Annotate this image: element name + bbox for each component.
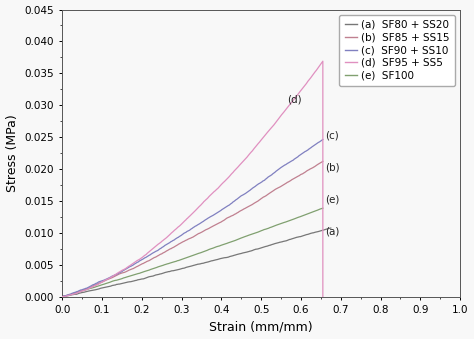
Text: (a): (a) — [325, 226, 339, 236]
Y-axis label: Stress (MPa): Stress (MPa) — [6, 114, 18, 192]
Text: (e): (e) — [325, 194, 339, 204]
Text: (d): (d) — [287, 94, 301, 104]
Legend: (a)  SF80 + SS20, (b)  SF85 + SS15, (c)  SF90 + SS10, (d)  SF95 + SS5, (e)  SF10: (a) SF80 + SS20, (b) SF85 + SS15, (c) SF… — [339, 15, 455, 85]
Text: (b): (b) — [325, 162, 339, 172]
X-axis label: Strain (mm/mm): Strain (mm/mm) — [210, 320, 313, 334]
Text: (c): (c) — [325, 131, 338, 140]
